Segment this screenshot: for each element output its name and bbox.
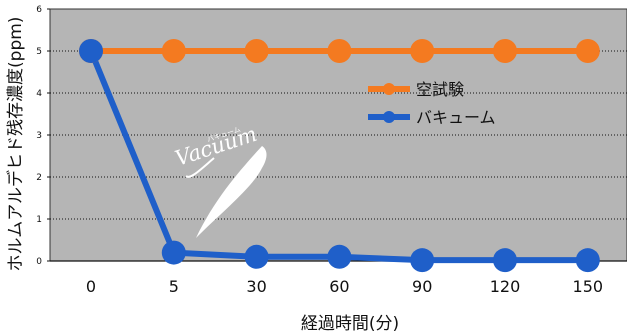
x-tick-label: 5 (169, 277, 179, 296)
x-tick-label: 30 (246, 277, 266, 296)
y-tick-label: 4 (36, 89, 42, 99)
y-tick-label: 3 (36, 131, 42, 141)
data-point (327, 39, 352, 63)
x-tick-label: 0 (86, 277, 96, 296)
x-tick-label: 90 (412, 277, 432, 296)
legend-label-vacuum: バキューム (416, 108, 496, 127)
x-tick-label: 60 (329, 277, 349, 296)
series-group (79, 39, 600, 273)
data-point (161, 240, 186, 265)
y-tick-label: 1 (36, 215, 42, 225)
y-axis-ticks: 0 1 2 3 4 5 6 (36, 5, 50, 267)
x-axis-ticks: 0 5 30 60 90 120 150 (86, 277, 603, 296)
data-point (244, 244, 269, 269)
data-point (327, 244, 352, 269)
y-tick-label: 0 (36, 257, 42, 267)
data-point (244, 39, 269, 63)
data-point (575, 39, 600, 63)
y-tick-label: 5 (36, 47, 42, 57)
swoosh-tail (185, 157, 215, 178)
data-point (575, 248, 600, 273)
legend-marker-blank (383, 83, 395, 95)
data-point (161, 39, 186, 63)
legend-label-blank: 空試験 (416, 80, 464, 99)
x-axis-label: 経過時間(分) (301, 314, 399, 334)
data-point (410, 248, 435, 273)
legend: 空試験 バキューム (368, 80, 496, 127)
data-point (79, 39, 103, 63)
swoosh-shape (196, 146, 267, 238)
legend-marker-vacuum (383, 111, 395, 123)
x-tick-label: 120 (490, 277, 521, 296)
data-point (410, 39, 435, 63)
y-axis-label: ホルムアルデヒド残存濃度(ppm) (5, 17, 26, 272)
x-tick-label: 150 (573, 277, 604, 296)
data-point (493, 248, 517, 273)
y-tick-label: 6 (36, 5, 42, 15)
y-tick-label: 2 (36, 173, 42, 183)
data-point (493, 39, 517, 63)
